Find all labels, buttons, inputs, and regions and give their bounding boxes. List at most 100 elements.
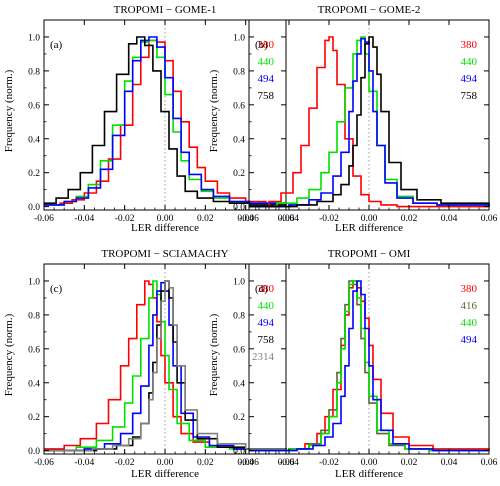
- panel-a-xtick-label: 0.04: [237, 214, 254, 224]
- panel-a-ytick-label: 0.4: [28, 135, 40, 145]
- panel-a-series-758-line: [44, 36, 286, 206]
- panel-b-ylabel: Frequency (norm.): [208, 69, 220, 152]
- panel-d-legend-416: 416: [461, 300, 478, 312]
- panel-c-ytick-label: 0.8: [28, 311, 40, 321]
- panel-c-xlabel: LER difference: [131, 468, 199, 480]
- panel-c-xtick-label: 0.04: [237, 458, 254, 468]
- panel-c-ytick-label: 0.6: [28, 345, 40, 355]
- panel-b-xtick-label: 0.00: [361, 214, 378, 224]
- panel-d-ytick-label: 0.4: [233, 379, 245, 389]
- panel-d-ytick-label: 0.8: [233, 311, 245, 321]
- panel-a-xtick-label: -0.02: [115, 214, 135, 224]
- panel-d-xtick-label: -0.04: [279, 458, 299, 468]
- panel-a-ytick-label: 0.0: [28, 203, 40, 213]
- panel-d: TROPOMI − OMI Frequency (norm.) LER diff…: [208, 248, 498, 480]
- panel-c-xtick-label: -0.06: [34, 458, 54, 468]
- panel-a-ytick-label: 0.2: [28, 169, 40, 179]
- panel-d-legend-440: 440: [461, 317, 478, 329]
- panel-c-legend-380: 380: [258, 283, 275, 295]
- panel-b-series-758-line: [249, 36, 490, 208]
- panel-c-xtick-label: 0.06: [278, 458, 295, 468]
- panel-b-legend-758: 758: [461, 90, 478, 102]
- panel-b-xtick-label: 0.04: [441, 214, 458, 224]
- panel-c-series-440-line: [44, 280, 287, 452]
- panel-a-series-380-line: [44, 39, 287, 206]
- panel-d-ytick-label: 0.6: [233, 345, 245, 355]
- panel-d-xtick-label: 0.06: [481, 458, 498, 468]
- panel-b-legend-440: 440: [461, 56, 478, 68]
- panel-a-ylabel: Frequency (norm.): [3, 69, 15, 152]
- panel-a-ytick-label: 0.8: [28, 67, 40, 77]
- panel-b-legend-494: 494: [461, 73, 478, 85]
- panel-b-xtick-label: -0.06: [239, 214, 259, 224]
- panel-c-ytick-label: 0.4: [28, 379, 40, 389]
- panel-a-xtick-label: 0.02: [197, 214, 214, 224]
- panel-c-legend-758: 758: [258, 334, 275, 346]
- panel-a-xtick-label: -0.04: [74, 214, 94, 224]
- panel-a-title: TROPOMI − GOME-1: [114, 4, 217, 16]
- panel-d-xlabel: LER difference: [335, 468, 403, 480]
- panel-a-legend-440: 440: [258, 56, 275, 68]
- panel-b-xtick-label: 0.06: [481, 214, 498, 224]
- panel-c-ytick-label: 0.0: [28, 447, 40, 457]
- panel-b-xlabel: LER difference: [335, 222, 403, 234]
- panel-d-xtick-label: 0.02: [401, 458, 418, 468]
- panel-a-xtick-label: -0.06: [34, 214, 54, 224]
- panel-b: TROPOMI − GOME-2 Frequency (norm.) LER d…: [208, 4, 498, 234]
- panel-b-xtick-label: -0.04: [279, 214, 299, 224]
- panel-d-ytick-label: 0.2: [233, 413, 245, 423]
- panel-a-axes: -0.06 -0.04 -0.02 0.00 0.02 0.04 0.06 0.0 0.2 0.4…: [28, 19, 295, 224]
- panel-c-xtick-label: 0.00: [157, 458, 174, 468]
- panel-a-legend-494: 494: [258, 73, 275, 85]
- panel-d-xtick-label: -0.02: [319, 458, 339, 468]
- panel-c-title: TROPOMI − SCIAMACHY: [101, 248, 228, 260]
- panel-d-ytick-label: 0.0: [233, 447, 245, 457]
- panel-c-ylabel: Frequency (norm.): [3, 313, 15, 396]
- panel-a-label: (a): [50, 39, 63, 51]
- panel-c-xtick-label: 0.02: [197, 458, 214, 468]
- panel-c: TROPOMI − SCIAMACHY Frequency (norm.) LE…: [3, 248, 295, 480]
- panel-c-axes: -0.06 -0.04 -0.02 0.00 0.02 0.04 0.06 0.0 0.2 0.4…: [28, 263, 295, 468]
- panel-b-ytick-label: 0.2: [233, 169, 245, 179]
- panel-b-ytick-label: 0.4: [233, 135, 245, 145]
- panel-b-xtick-label: 0.02: [401, 214, 418, 224]
- panel-c-xtick-label: -0.02: [115, 458, 135, 468]
- panel-b-series-380-line: [249, 36, 489, 208]
- panel-d-label: (d): [255, 283, 268, 295]
- panel-a-legend-380: 380: [258, 39, 275, 51]
- panel-a-xtick-label: 0.00: [157, 214, 174, 224]
- panel-a-ytick-label: 1.0: [28, 33, 40, 43]
- panel-d-xtick-label: -0.06: [239, 458, 259, 468]
- panel-b-series-494-line: [249, 37, 490, 208]
- panel-d-ylabel: Frequency (norm.): [208, 313, 220, 396]
- panel-b-legend-380: 380: [461, 39, 478, 51]
- panel-d-axes: -0.06 -0.04 -0.02 0.00 0.02 0.04 0.06 0.0 0.2 0.4…: [233, 263, 498, 468]
- panel-a-legend-758: 758: [258, 90, 275, 102]
- panel-d-series-494-line: [249, 280, 489, 452]
- panel-d-legend-494: 494: [461, 334, 478, 346]
- panel-b-ytick-label: 1.0: [233, 33, 245, 43]
- panel-a-xtick-label: 0.06: [278, 214, 295, 224]
- panel-d-series-440-line: [249, 280, 489, 452]
- panel-a-series-494-line: [44, 36, 287, 206]
- panel-b-ytick-label: 0.0: [233, 203, 245, 213]
- panel-d-xtick-label: 0.04: [441, 458, 458, 468]
- panel-c-legend-2314: 2314: [252, 351, 275, 363]
- panel-c-xtick-label: -0.04: [74, 458, 94, 468]
- panel-c-ytick-label: 0.2: [28, 413, 40, 423]
- panel-d-legend-380: 380: [461, 283, 478, 295]
- panel-d-title: TROPOMI − OMI: [328, 248, 411, 260]
- panel-b-xtick-label: -0.02: [319, 214, 339, 224]
- panel-b-title: TROPOMI − GOME-2: [318, 4, 421, 16]
- panel-a: TROPOMI − GOME-1 Frequency (norm.) LER d…: [3, 4, 295, 234]
- panel-a-ytick-label: 0.6: [28, 101, 40, 111]
- panel-b-label: (b): [255, 39, 268, 51]
- panel-d-xtick-label: 0.00: [361, 458, 378, 468]
- panel-c-label: (c): [50, 283, 63, 295]
- panel-b-ytick-label: 0.6: [233, 101, 245, 111]
- panel-b-axes: -0.06 -0.04 -0.02 0.00 0.02 0.04 0.06 0.0 0.2 0.4…: [233, 19, 498, 224]
- panel-d-ytick-label: 1.0: [233, 277, 245, 287]
- panel-c-series-2314-line: [44, 280, 287, 452]
